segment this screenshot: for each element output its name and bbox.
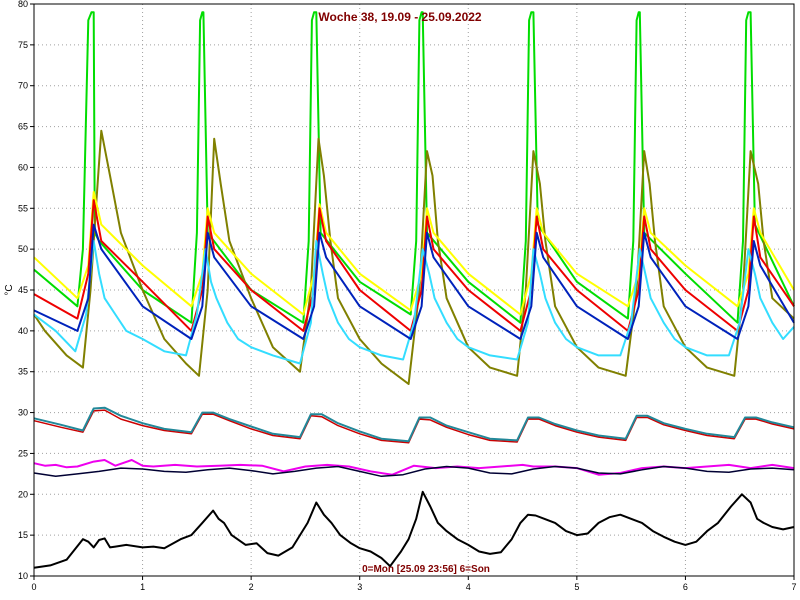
chart-title: Woche 38, 19.09 - 25.09.2022	[318, 10, 482, 24]
series-line-6	[33, 223, 795, 340]
y-tick-label: 15	[18, 530, 28, 540]
x-tick-label: 3	[357, 582, 362, 592]
y-tick-label: 75	[18, 40, 28, 50]
y-tick-label: 50	[18, 244, 28, 254]
x-tick-label: 1	[140, 582, 145, 592]
x-tick-label: 7	[791, 582, 796, 592]
series-line-8	[33, 406, 795, 443]
footer-legend: 0=Mon [25.09 23:56] 6=Son	[362, 564, 490, 575]
y-tick-label: 25	[18, 448, 28, 458]
y-tick-label: 60	[18, 162, 28, 172]
x-tick-label: 5	[574, 582, 579, 592]
x-tick-label: 2	[249, 582, 254, 592]
plot-frame	[33, 3, 795, 577]
series-line-10	[33, 465, 795, 478]
series-layer	[33, 11, 795, 569]
y-tick-label: 20	[18, 489, 28, 499]
y-tick-label: 40	[18, 326, 28, 336]
y-tick-label: 10	[18, 571, 28, 581]
x-tick-label: 0	[31, 582, 36, 592]
y-tick-label: 65	[18, 122, 28, 132]
series-line-1	[33, 11, 795, 324]
x-tick-label: 4	[466, 582, 471, 592]
y-tick-label: 55	[18, 203, 28, 213]
y-tick-label: 70	[18, 81, 28, 91]
y-tick-label: 35	[18, 367, 28, 377]
series-line-11	[33, 490, 795, 569]
series-line-5	[33, 240, 795, 365]
grid	[34, 4, 794, 576]
y-axis-label: °C	[4, 284, 15, 295]
series-line-9	[33, 459, 795, 476]
y-tick-label: 45	[18, 285, 28, 295]
y-tick-label: 80	[18, 0, 28, 9]
y-tick-label: 30	[18, 408, 28, 418]
x-tick-label: 6	[683, 582, 688, 592]
